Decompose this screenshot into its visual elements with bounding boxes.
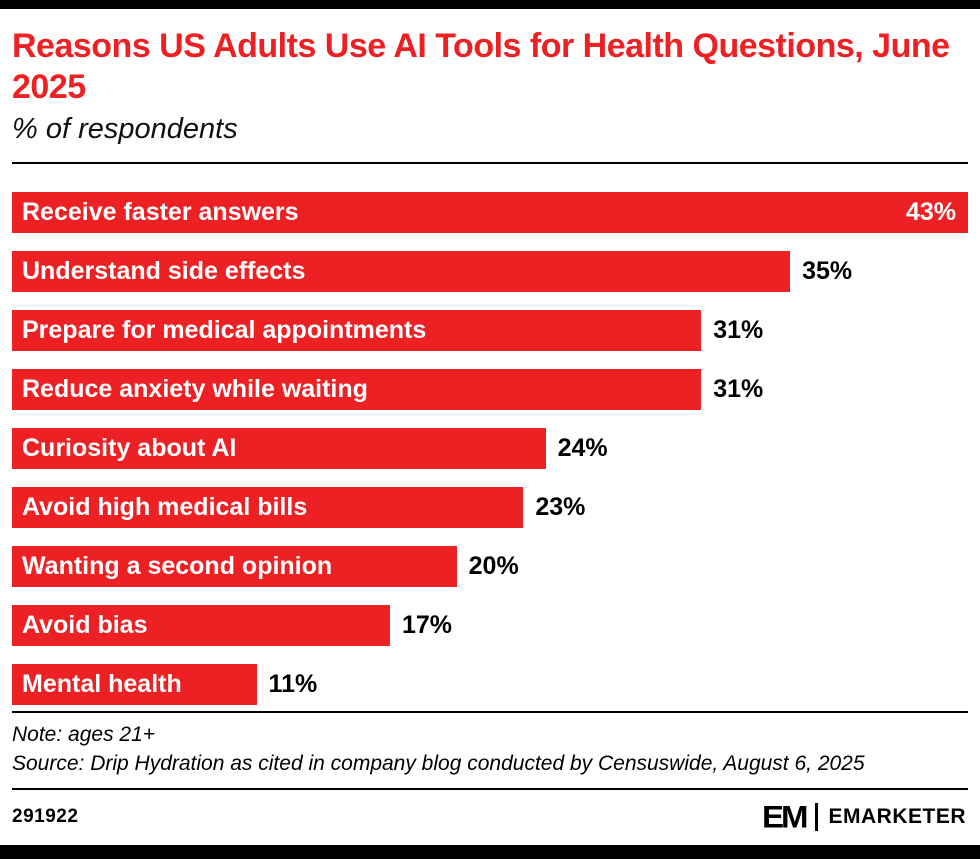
- bar-row: Receive faster answers 43%: [12, 191, 968, 233]
- footnotes: Note: ages 21+ Source: Drip Hydration as…: [0, 713, 980, 788]
- bar-category-label: Mental health: [22, 669, 182, 698]
- bar-value-label: 31%: [713, 315, 764, 344]
- bar-chart: Receive faster answers 43% Understand side…: [0, 164, 980, 705]
- bar: Avoid bias: [12, 604, 390, 646]
- emarketer-wordmark: EMARKETER: [828, 804, 966, 828]
- bar-row: Avoid bias 17%: [12, 604, 968, 646]
- emarketer-logo: EM EMARKETER: [762, 800, 966, 833]
- bar-value-label: 23%: [535, 492, 586, 521]
- bar: Wanting a second opinion: [12, 545, 457, 587]
- bar-value-label: 11%: [268, 669, 318, 698]
- bar-value-label: 31%: [713, 374, 764, 403]
- bar-category-label: Prepare for medical appointments: [22, 315, 427, 344]
- bar-row: Mental health 11%: [12, 663, 968, 705]
- emarketer-monogram-icon: EM: [761, 798, 808, 835]
- bar-value-label: 20%: [468, 551, 519, 580]
- bar-category-label: Avoid high medical bills: [22, 492, 308, 521]
- bar: Curiosity about AI: [12, 427, 546, 469]
- bar-value-label: 17%: [401, 610, 452, 639]
- chart-id: 291922: [12, 805, 79, 827]
- bottom-block: Note: ages 21+ Source: Drip Hydration as…: [0, 711, 980, 845]
- bar-row: Avoid high medical bills 23%: [12, 486, 968, 528]
- bar-value-label: 24%: [557, 433, 608, 462]
- bar-category-label: Curiosity about AI: [22, 433, 237, 462]
- top-accent-bar: [0, 0, 980, 9]
- bar: Reduce anxiety while waiting: [12, 368, 702, 410]
- header-divider: [12, 161, 968, 164]
- note-text: Note: ages 21+: [12, 723, 156, 747]
- bar: Avoid high medical bills: [12, 486, 524, 528]
- bar: Receive faster answers 43%: [12, 191, 968, 233]
- bar-category-label: Understand side effects: [22, 256, 306, 285]
- bar-category-label: Receive faster answers: [22, 197, 299, 226]
- bar-row: Understand side effects 35%: [12, 250, 968, 292]
- bar-category-label: Reduce anxiety while waiting: [22, 374, 368, 403]
- notes-top-divider: [12, 711, 968, 714]
- bar: Prepare for medical appointments: [12, 309, 702, 351]
- bottom-accent-bar: [0, 845, 980, 859]
- bar-category-label: Avoid bias: [22, 610, 148, 639]
- bar-value-label: 35%: [802, 256, 853, 285]
- page-title: Reasons US Adults Use AI Tools for Healt…: [12, 27, 950, 107]
- chart-subtitle: % of respondents: [12, 112, 238, 145]
- source-text: Source: Drip Hydration as cited in compa…: [12, 751, 865, 775]
- bar-value-label: 43%: [905, 197, 956, 226]
- bar: Understand side effects: [12, 250, 791, 292]
- bar-row: Prepare for medical appointments 31%: [12, 309, 968, 351]
- bar-row: Curiosity about AI 24%: [12, 427, 968, 469]
- bar-row: Wanting a second opinion 20%: [12, 545, 968, 587]
- bar-category-label: Wanting a second opinion: [22, 551, 333, 580]
- bar: Mental health: [12, 663, 257, 705]
- logo-divider-bar: [815, 802, 819, 831]
- bar-row: Reduce anxiety while waiting 31%: [12, 368, 968, 410]
- footer: 291922 EM EMARKETER: [0, 790, 980, 845]
- footer-divider: [12, 788, 968, 790]
